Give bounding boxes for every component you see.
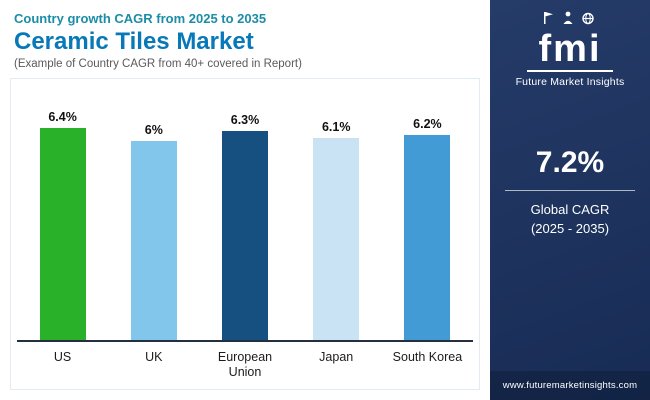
bar-cell-european-union: 6.3% xyxy=(199,87,290,340)
global-cagr-stat: 7.2% Global CAGR (2025 - 2035) xyxy=(490,146,650,239)
bar-value-label: 6.3% xyxy=(230,112,260,127)
bar-value-label: 6.4% xyxy=(48,109,77,124)
stat-label: Global CAGR (2025 - 2035) xyxy=(490,201,650,239)
bar-japan xyxy=(313,137,360,340)
bar-cell-japan: 6.1% xyxy=(291,87,382,340)
bar-value-label: 6% xyxy=(144,122,163,137)
stat-label-line1: Global CAGR xyxy=(530,202,610,218)
fmi-logo: fmi Future Market Insights xyxy=(490,0,650,88)
x-label-european-union: European Union xyxy=(217,349,273,380)
logo-icons xyxy=(544,11,594,25)
bar-cell-uk: 6% xyxy=(108,87,199,340)
bar-european-union xyxy=(222,130,268,340)
brand-name: Future Market Insights xyxy=(515,76,625,89)
x-label-us: US xyxy=(53,349,72,364)
bar-us xyxy=(39,127,86,340)
stat-divider xyxy=(505,190,635,192)
bar-value-label: 6.1% xyxy=(321,119,351,134)
bar-uk xyxy=(130,140,177,340)
brand-sidebar: fmi Future Market Insights 7.2% Global C… xyxy=(490,0,650,400)
bar-cell-us: 6.4% xyxy=(17,87,108,340)
website-url: www.futuremarketinsights.com xyxy=(490,371,650,400)
header: Country growth CAGR from 2025 to 2035 Ce… xyxy=(0,0,490,72)
bar-chart: 6.4% 6% 6.3% 6.1% 6.2% US UK European Union Jap… xyxy=(10,77,480,390)
bar-cell-south-korea: 6.2% xyxy=(382,87,473,340)
x-label-south-korea: South Korea xyxy=(392,349,463,364)
stat-label-line2: (2025 - 2035) xyxy=(530,220,610,236)
page-title: Ceramic Tiles Market xyxy=(14,28,254,55)
x-axis-labels: US UK European Union Japan South Korea xyxy=(17,342,473,385)
bar-south-korea xyxy=(404,134,451,340)
chart-column: Country growth CAGR from 2025 to 2035 Ce… xyxy=(0,0,490,390)
chart-eyebrow: Country growth CAGR from 2025 to 2035 xyxy=(14,11,267,26)
logo-text: fmi xyxy=(538,28,602,70)
x-label-japan: Japan xyxy=(319,349,354,364)
chart-subtitle: (Example of Country CAGR from 40+ covere… xyxy=(14,57,302,70)
x-label-uk: UK xyxy=(145,349,163,364)
stat-value: 7.2% xyxy=(535,146,605,180)
logo-underline xyxy=(527,70,613,73)
plot-area: 6.4% 6% 6.3% 6.1% 6.2% xyxy=(17,87,473,342)
bar-value-label: 6.2% xyxy=(413,116,442,131)
